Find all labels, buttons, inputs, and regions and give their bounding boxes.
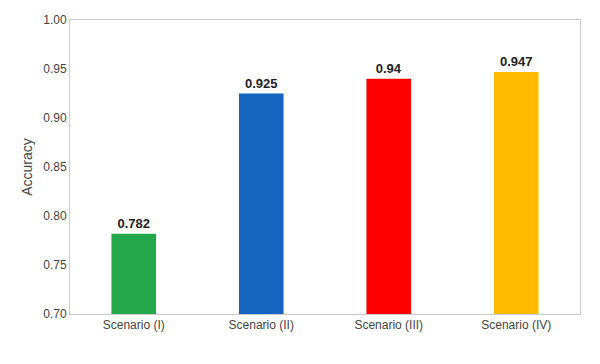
- svg-text:0.80: 0.80: [43, 209, 67, 223]
- svg-text:0.95: 0.95: [43, 62, 67, 76]
- svg-text:Accuracy: Accuracy: [19, 138, 35, 196]
- svg-text:0.85: 0.85: [43, 160, 67, 174]
- svg-text:0.947: 0.947: [500, 54, 533, 69]
- svg-text:0.75: 0.75: [43, 258, 67, 272]
- svg-text:0.782: 0.782: [117, 216, 150, 231]
- svg-text:1.00: 1.00: [43, 13, 67, 27]
- svg-text:Scenario (II): Scenario (II): [229, 318, 294, 332]
- svg-text:Scenario (I): Scenario (I): [103, 318, 165, 332]
- svg-text:0.70: 0.70: [43, 307, 67, 321]
- svg-text:0.94: 0.94: [376, 61, 402, 76]
- svg-text:Scenario (IV): Scenario (IV): [481, 318, 551, 332]
- svg-text:Scenario (III): Scenario (III): [354, 318, 423, 332]
- svg-text:0.925: 0.925: [245, 76, 278, 91]
- svg-text:0.90: 0.90: [43, 111, 67, 125]
